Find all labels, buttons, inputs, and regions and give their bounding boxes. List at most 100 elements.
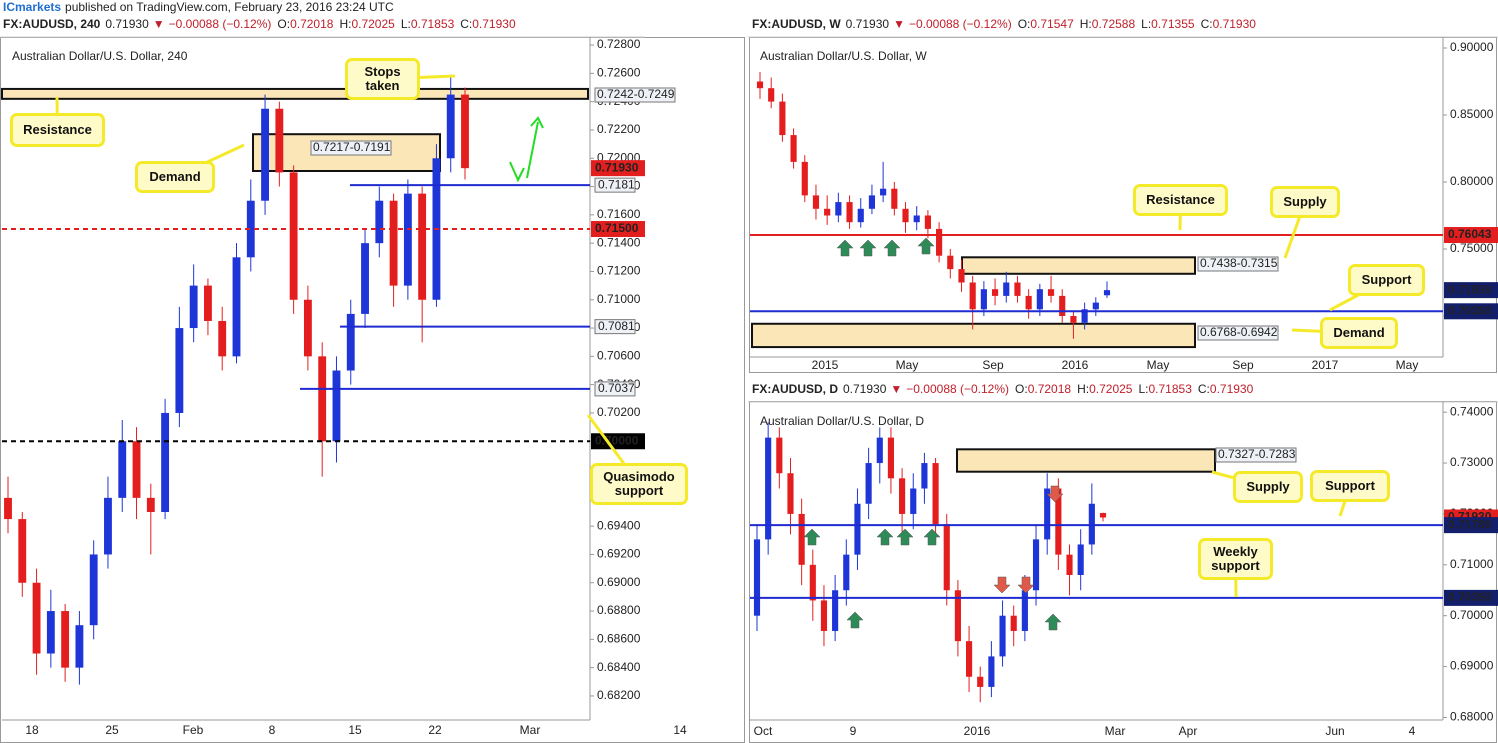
signal-arrow bbox=[803, 528, 821, 546]
symbol: FX:AUDUSD, W bbox=[752, 17, 841, 31]
x-tick-label: 18 bbox=[25, 723, 39, 737]
candle-body bbox=[418, 193, 427, 300]
candle-body bbox=[303, 299, 312, 357]
ohlc-value: 0.71547 bbox=[1030, 17, 1074, 31]
candle-body bbox=[857, 208, 864, 223]
x-tick-label: 15 bbox=[348, 723, 362, 737]
level-tag-box bbox=[594, 381, 636, 397]
x-tick-label: 22 bbox=[428, 723, 442, 737]
signal-arrow bbox=[859, 239, 877, 257]
signal-arrow bbox=[883, 239, 901, 257]
chart-title: Australian Dollar/U.S. Dollar, D bbox=[760, 414, 924, 428]
candle-body bbox=[921, 463, 928, 489]
arrow bbox=[509, 161, 525, 183]
price-tag bbox=[1444, 282, 1498, 299]
candle-body bbox=[161, 412, 170, 513]
candle-body bbox=[988, 656, 995, 687]
candle-body bbox=[891, 188, 898, 209]
signal-arrow bbox=[836, 239, 854, 257]
callout: Stops taken bbox=[345, 58, 420, 100]
y-tick-label: 0.70000 bbox=[1450, 608, 1494, 622]
ohlc-key: H: bbox=[1080, 17, 1092, 31]
ohlc-key: O: bbox=[277, 17, 290, 31]
change: −0.00088 (−0.12%) bbox=[169, 17, 272, 31]
y-tick-label: 0.68400 bbox=[597, 660, 641, 674]
y-tick-label: 0.71400 bbox=[597, 235, 641, 249]
ohlc-value: 0.71930 bbox=[1210, 382, 1254, 396]
candle-body bbox=[361, 243, 369, 314]
candle-body bbox=[1021, 590, 1028, 631]
candle-body bbox=[146, 497, 155, 513]
symbol: FX:AUDUSD, D bbox=[752, 382, 838, 396]
y-tick-label: 0.69400 bbox=[597, 518, 641, 532]
y-tick-label: 0.80000 bbox=[1450, 174, 1494, 188]
candle-body bbox=[779, 101, 786, 136]
candle-body bbox=[61, 611, 70, 668]
zone-tag: 0.7327-0.7283 bbox=[1218, 447, 1296, 461]
zone-tag-box bbox=[310, 140, 392, 156]
price-tag-label: 0.71500 bbox=[595, 221, 639, 235]
candle-body bbox=[1077, 544, 1084, 575]
candle-body bbox=[1014, 282, 1021, 296]
candle-body bbox=[965, 641, 973, 677]
signal-arrow bbox=[1017, 576, 1035, 594]
candle-body bbox=[1066, 554, 1073, 575]
candle-body bbox=[969, 282, 976, 310]
ohlc-value: 0.71853 bbox=[1149, 382, 1193, 396]
candle-body bbox=[954, 590, 961, 642]
candle-body bbox=[232, 257, 241, 357]
candle-body bbox=[189, 285, 198, 329]
change-arrow: ▼ bbox=[153, 17, 165, 31]
candle-body bbox=[801, 161, 808, 196]
x-tick-label: Oct bbox=[754, 724, 773, 738]
candle-body bbox=[246, 200, 255, 258]
publish-header: ICmarkets published on TradingView.com, F… bbox=[3, 0, 394, 14]
x-tick-label: Jun bbox=[1325, 724, 1344, 738]
price-tag-label: 0.71930 bbox=[1448, 282, 1492, 296]
candle-body bbox=[980, 289, 987, 310]
candle-body bbox=[389, 200, 398, 286]
candle-body bbox=[332, 370, 341, 442]
price-tag bbox=[591, 160, 645, 177]
candle-body bbox=[902, 208, 909, 223]
candle-body bbox=[261, 108, 269, 201]
zone bbox=[751, 322, 1196, 349]
candle-body bbox=[991, 289, 999, 296]
change: −0.00088 (−0.12%) bbox=[906, 382, 1009, 396]
y-tick-label: 0.68000 bbox=[1450, 710, 1494, 724]
signal-arrow bbox=[846, 611, 864, 629]
level-tag: 0.7037 bbox=[598, 381, 635, 395]
x-tick-label: 2016 bbox=[1062, 358, 1089, 372]
candle-body bbox=[820, 600, 828, 631]
candle-body bbox=[1003, 282, 1010, 296]
candle-body bbox=[118, 441, 127, 498]
callout: Weekly support bbox=[1198, 538, 1273, 580]
candle-body bbox=[1036, 289, 1043, 310]
candle-body bbox=[1059, 295, 1066, 316]
symbol-header: FX:AUDUSD, 240 0.71930 ▼ −0.00088 (−0.12%) O… bbox=[3, 17, 516, 31]
candle-body bbox=[876, 437, 883, 464]
zone-tag: 0.7438-0.7315 bbox=[1200, 256, 1278, 270]
ohlc-value: 0.72025 bbox=[351, 17, 395, 31]
candle-body bbox=[768, 88, 775, 102]
last-price: 0.71930 bbox=[105, 17, 149, 31]
candle-body bbox=[880, 188, 887, 196]
candle-body bbox=[218, 320, 227, 357]
zone-tag: 0.7242-0.7249 bbox=[597, 87, 675, 101]
callout: Quasimodo support bbox=[590, 463, 688, 505]
signal-arrow bbox=[923, 528, 941, 546]
price-tag-label: 0.71930 bbox=[595, 160, 639, 174]
signal-arrow bbox=[896, 528, 914, 546]
candle-body bbox=[1070, 315, 1077, 323]
y-tick-label: 0.71600 bbox=[597, 207, 641, 221]
candle-body bbox=[1047, 289, 1055, 296]
candle-body bbox=[936, 228, 943, 256]
candle-body bbox=[854, 503, 861, 555]
price-tag bbox=[1444, 227, 1498, 244]
candle-body bbox=[403, 193, 412, 286]
candle-body bbox=[446, 94, 455, 159]
ohlc-key: O: bbox=[1015, 382, 1028, 396]
level-tag: 0.7181 bbox=[598, 177, 635, 191]
arrow bbox=[530, 116, 544, 129]
ohlc-key: H: bbox=[339, 17, 351, 31]
